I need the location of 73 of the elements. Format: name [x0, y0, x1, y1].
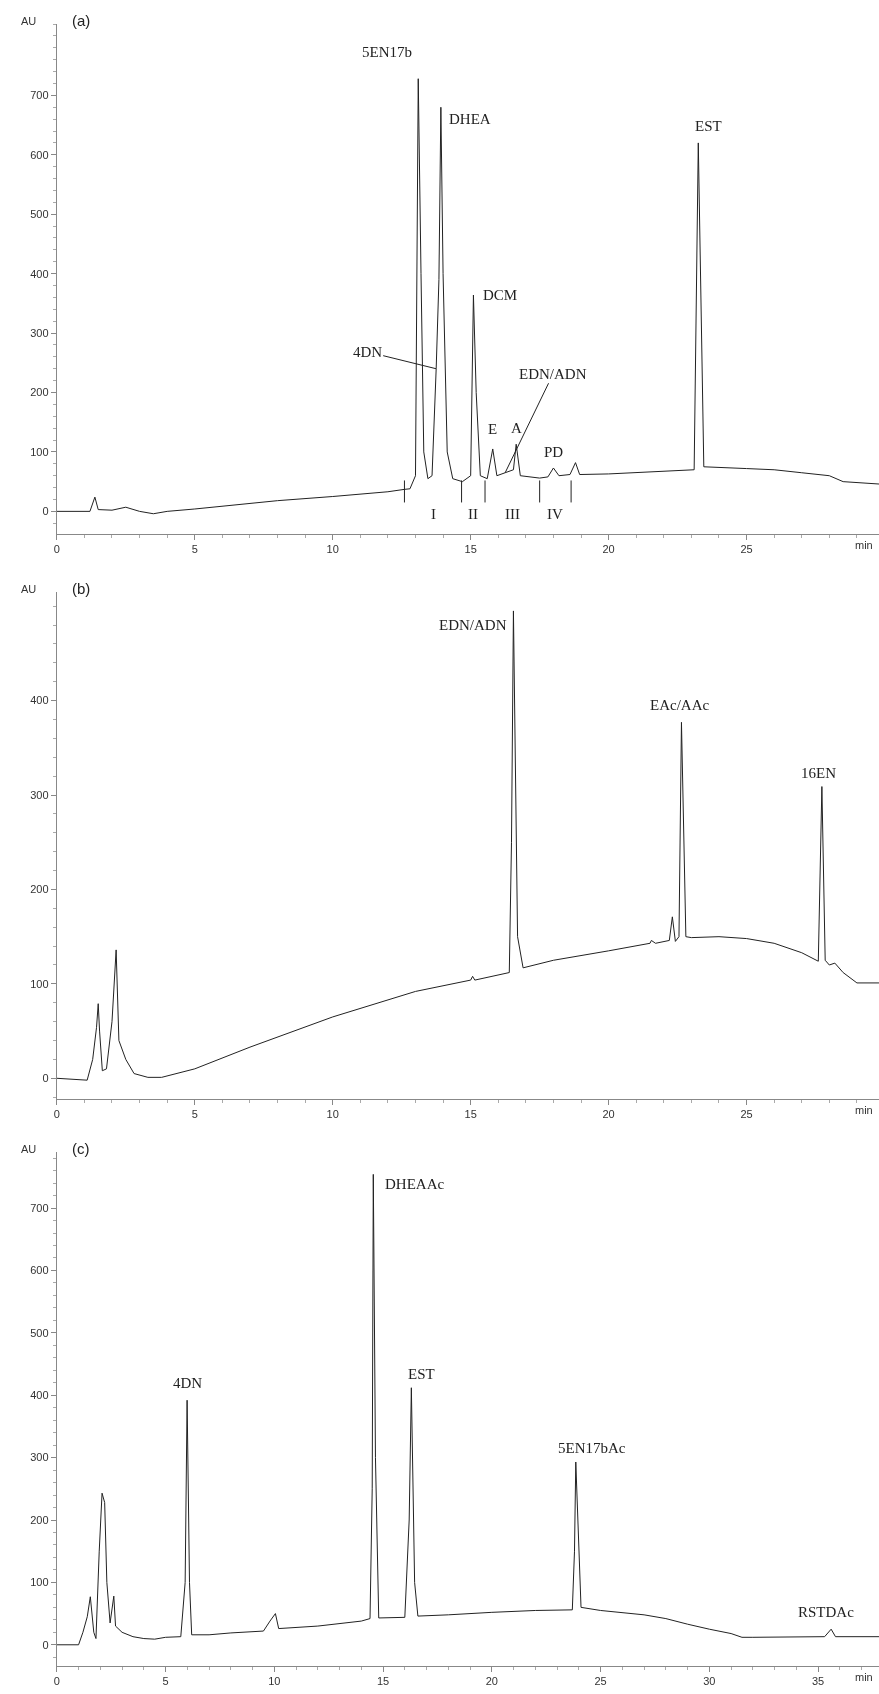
y-tick-label: 700	[30, 89, 49, 102]
x-tick-label: 10	[268, 1675, 281, 1688]
x-tick-label: 20	[485, 1675, 498, 1688]
y-tick-label: 400	[30, 267, 49, 280]
annotation: DHEAAc	[385, 1176, 445, 1192]
annotation: EDN/ADN	[519, 366, 587, 382]
x-tick-label: 0	[53, 1108, 60, 1121]
x-tick-label: 15	[464, 543, 477, 556]
x-tick-label: 10	[326, 1108, 339, 1121]
y-tick-label: 500	[30, 1326, 49, 1339]
y-tick-label: 300	[30, 1451, 49, 1464]
y-tick-label: 0	[42, 1638, 49, 1651]
x-tick-label: 5	[162, 1675, 169, 1688]
y-tick-label: 200	[30, 883, 49, 896]
x-axis-title: min	[855, 1671, 873, 1683]
x-tick-label: 30	[703, 1675, 716, 1688]
annotation: 5EN17bAc	[558, 1440, 626, 1456]
annotation: E	[488, 421, 498, 437]
line-series	[56, 1173, 879, 1646]
annotation: EST	[408, 1366, 435, 1382]
y-tick-label: 200	[30, 386, 49, 399]
annotation: EST	[695, 118, 722, 134]
y-tick-label: 400	[30, 694, 49, 707]
x-tick-label: 35	[811, 1675, 825, 1688]
x-axis-title: min	[855, 539, 873, 551]
y-tick-label: 300	[30, 788, 49, 801]
y-tick-label: 300	[30, 326, 49, 339]
x-tick-label: 0	[53, 543, 60, 556]
chart-title: (b)	[72, 580, 91, 597]
y-axis-title: AU	[21, 583, 37, 595]
y-tick-label: 100	[30, 1576, 49, 1589]
y-tick-label: 100	[30, 977, 49, 990]
y-tick-label: 0	[42, 1072, 49, 1085]
x-tick-label: 5	[191, 1108, 198, 1121]
x-tick-label: 25	[740, 1108, 753, 1121]
y-tick-label: 100	[30, 445, 49, 458]
annotation: 16EN	[801, 765, 837, 781]
y-tick-label: 700	[30, 1201, 49, 1214]
x-tick-label: 5	[191, 543, 198, 556]
y-axis-title: AU	[21, 15, 37, 27]
y-tick-label: 0	[42, 505, 49, 518]
y-axis-title: AU	[21, 1143, 37, 1155]
annotation: EAc/AAc	[650, 697, 710, 713]
annotation: III	[505, 506, 520, 522]
annotation: IV	[547, 506, 563, 522]
annotation: 5EN17b	[362, 44, 412, 60]
x-tick-label: 20	[602, 543, 615, 556]
x-tick-label: 25	[594, 1675, 607, 1688]
x-tick-label: 0	[53, 1675, 60, 1688]
annotation: A	[511, 420, 522, 436]
annotation: DCM	[483, 287, 518, 303]
x-tick-label: 10	[326, 543, 339, 556]
x-tick-label: 15	[464, 1108, 477, 1121]
annotation: II	[468, 506, 478, 522]
x-tick-label: 20	[602, 1108, 615, 1121]
x-tick-label: 15	[376, 1675, 390, 1688]
annotation: 4DN	[173, 1375, 203, 1391]
y-tick-label: 600	[30, 1264, 49, 1277]
line-series	[56, 610, 879, 1081]
y-tick-label: 600	[30, 148, 49, 161]
annotation: DHEA	[449, 111, 491, 127]
annotation: PD	[544, 444, 564, 460]
y-tick-label: 500	[30, 208, 49, 221]
y-tick-label: 200	[30, 1513, 49, 1526]
chart-title: (a)	[72, 12, 91, 29]
annotation: I	[431, 506, 436, 522]
annotation: EDN/ADN	[439, 617, 507, 633]
x-tick-label: 25	[740, 543, 753, 556]
annotation: 4DN	[353, 344, 383, 360]
annotation: RSTDAc	[798, 1604, 855, 1620]
x-axis-title: min	[855, 1104, 873, 1116]
chart-title: (c)	[72, 1140, 90, 1157]
y-tick-label: 400	[30, 1389, 49, 1402]
